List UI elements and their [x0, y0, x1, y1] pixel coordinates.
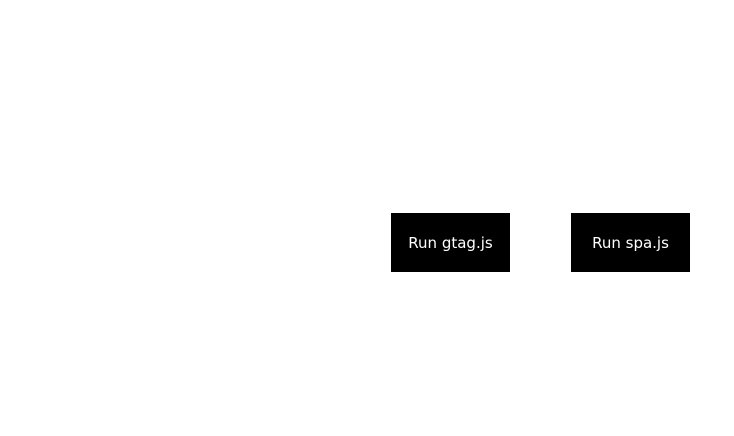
run-gtag-button[interactable]: Run gtag.js [391, 213, 510, 272]
run-spa-button[interactable]: Run spa.js [571, 213, 690, 272]
